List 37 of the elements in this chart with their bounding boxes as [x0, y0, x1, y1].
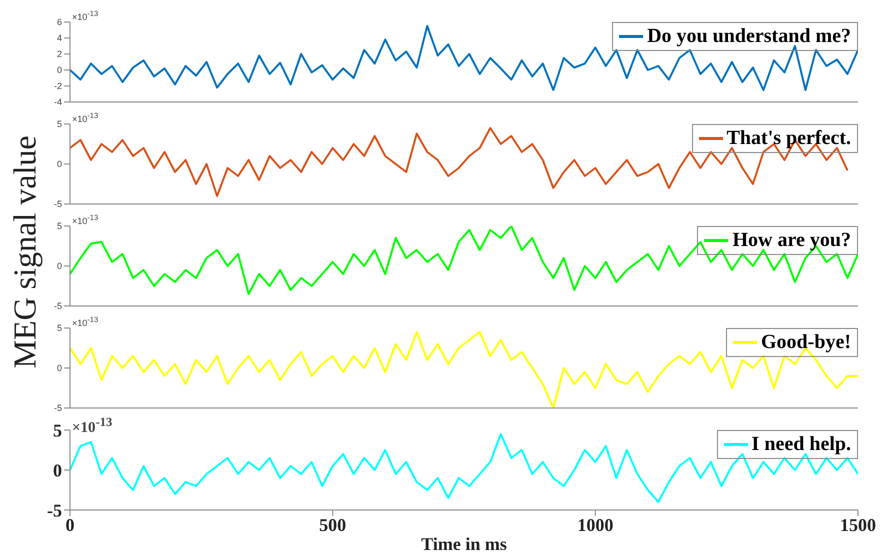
- x-axis-title: Time in ms: [421, 534, 507, 554]
- y-tick-label: 2: [56, 49, 62, 60]
- annotation: ×10$^{-13}$: [72, 415, 112, 436]
- y-tick-label: 5: [53, 420, 62, 440]
- line-series: [70, 25, 858, 91]
- y-tick-label: -5: [54, 199, 62, 210]
- y-tick-label: 5: [56, 119, 62, 130]
- y-tick-label: 5: [56, 323, 62, 334]
- annotation: ×10$^{-13}$: [72, 314, 98, 329]
- x-tick-label: 1000: [577, 514, 614, 535]
- x-tick-label: 1500: [840, 514, 876, 535]
- y-tick-label: -2: [54, 81, 62, 92]
- line-series: [70, 127, 848, 197]
- annotation: ×10$^{-13}$: [72, 110, 98, 125]
- y-tick-label: 5: [56, 221, 62, 232]
- y-tick-label: 0: [53, 460, 62, 480]
- y-tick-label: 0: [56, 261, 62, 272]
- legend-label: How are you?: [732, 229, 851, 252]
- y-tick-label: -5: [54, 301, 62, 312]
- legend-label: Do you understand me?: [647, 25, 851, 48]
- y-tick-label: 0: [56, 65, 62, 76]
- y-tick-label: 6: [56, 17, 62, 28]
- y-axis-title: MEG signal value: [6, 135, 44, 368]
- y-tick-label: -5: [47, 500, 62, 520]
- legend-label: Good-bye!: [761, 331, 851, 354]
- y-tick-label: 4: [56, 33, 62, 44]
- line-series: [70, 433, 858, 503]
- x-tick-label: 500: [319, 514, 346, 535]
- line-series: [70, 226, 858, 295]
- legend-label: That's perfect.: [726, 127, 851, 150]
- annotation: ×10$^{-13}$: [72, 8, 98, 23]
- y-tick-label: -5: [54, 403, 62, 414]
- annotation: ×10$^{-13}$: [72, 212, 98, 227]
- legend-label: I need help.: [752, 433, 851, 456]
- y-tick-label: 0: [56, 363, 62, 374]
- y-tick-label: 0: [56, 159, 62, 170]
- y-tick-label: -4: [54, 97, 62, 108]
